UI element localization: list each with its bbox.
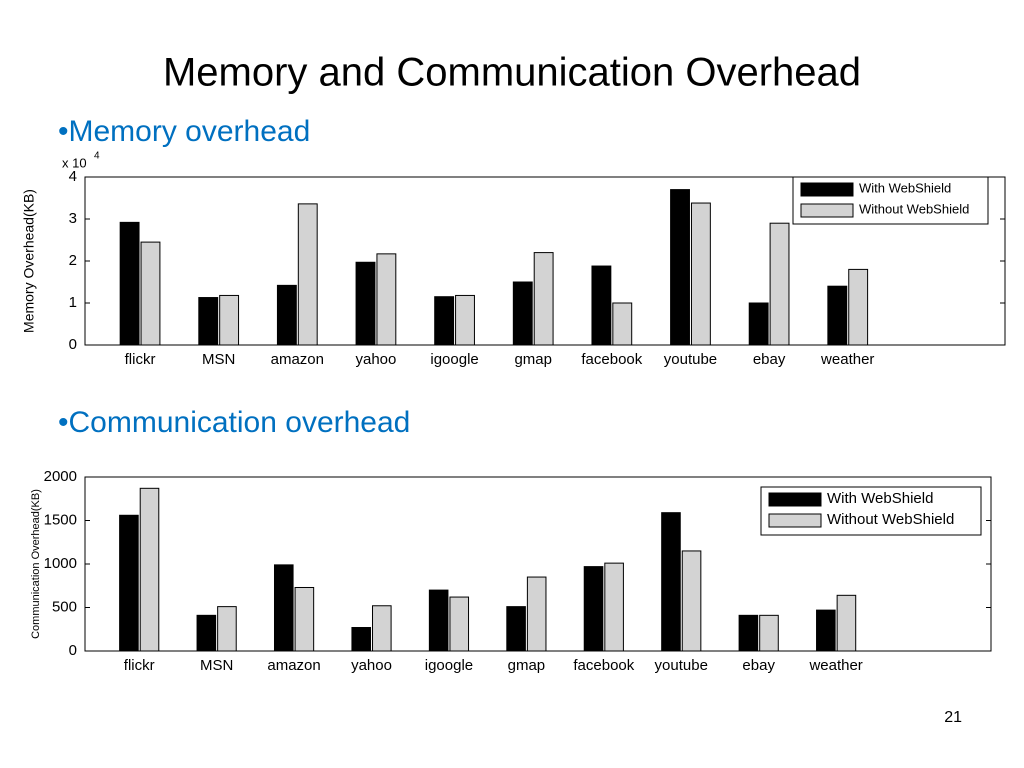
bar — [738, 614, 759, 652]
page-number: 21 — [944, 709, 962, 726]
bar — [449, 596, 470, 652]
y-tick-label: 1 — [69, 294, 77, 311]
legend-swatch — [768, 513, 822, 528]
legend-label: With WebShield — [827, 490, 933, 507]
bar — [297, 203, 318, 346]
bar — [848, 268, 869, 346]
bar — [661, 512, 681, 652]
x-tick-label: igoogle — [425, 657, 473, 674]
bar — [612, 302, 633, 346]
x-tick-label: ebay — [742, 657, 775, 674]
bar — [816, 609, 836, 652]
bar — [836, 594, 857, 652]
bar — [351, 627, 372, 652]
bar — [681, 550, 702, 652]
bar — [769, 222, 790, 346]
bar — [196, 614, 217, 652]
bar — [119, 514, 139, 652]
bar — [139, 487, 160, 652]
x-tick-label: flickr — [124, 657, 155, 674]
y-tick-label: 0 — [69, 336, 77, 353]
section-bullet: •Communication overhead — [58, 406, 410, 439]
x-tick-label: MSN — [202, 351, 235, 368]
y-axis-label: Memory Overhead(KB) — [21, 189, 37, 333]
y-tick-label: 4 — [69, 168, 77, 185]
section-bullet: •Memory overhead — [58, 115, 310, 148]
x-tick-label: weather — [820, 351, 874, 368]
x-tick-label: amazon — [267, 657, 320, 674]
bar — [140, 241, 161, 346]
x-tick-label: youtube — [655, 657, 708, 674]
x-tick-label: yahoo — [356, 351, 397, 368]
legend-swatch — [800, 203, 854, 218]
legend-swatch — [768, 492, 822, 507]
y-tick-label: 2 — [69, 252, 77, 269]
y-multiplier-exponent: 4 — [94, 151, 100, 162]
bar — [748, 302, 769, 346]
bar — [372, 605, 392, 652]
y-tick-label: 3 — [69, 210, 77, 227]
bar — [273, 564, 294, 652]
bar — [512, 281, 533, 346]
bar — [604, 562, 624, 652]
bar — [355, 261, 376, 346]
bar — [276, 284, 297, 346]
bar — [294, 586, 315, 652]
bar — [670, 189, 690, 346]
bar — [526, 576, 547, 652]
y-tick-label: 2000 — [44, 468, 77, 485]
y-tick-label: 500 — [52, 598, 77, 615]
legend-label: Without WebShield — [859, 201, 969, 216]
y-tick-label: 1000 — [44, 555, 77, 572]
y-multiplier: x 10 — [62, 155, 87, 170]
x-tick-label: gmap — [508, 657, 546, 674]
y-tick-label: 1500 — [44, 511, 77, 528]
bar — [533, 252, 554, 346]
bar — [217, 606, 237, 652]
slide-title: Memory and Communication Overhead — [163, 51, 861, 95]
x-tick-label: amazon — [271, 351, 324, 368]
x-tick-label: weather — [808, 657, 862, 674]
x-tick-label: youtube — [664, 351, 717, 368]
bar — [455, 294, 475, 346]
y-tick-label: 0 — [69, 642, 77, 659]
bar — [827, 285, 848, 346]
bar — [219, 294, 240, 346]
bar — [583, 566, 604, 652]
x-tick-label: igoogle — [430, 351, 478, 368]
bar — [434, 296, 455, 346]
legend-swatch — [800, 182, 854, 197]
x-tick-label: facebook — [573, 657, 634, 674]
x-tick-label: gmap — [514, 351, 552, 368]
x-tick-label: yahoo — [351, 657, 392, 674]
x-tick-label: ebay — [753, 351, 786, 368]
bar — [428, 589, 449, 652]
x-tick-label: facebook — [581, 351, 642, 368]
bar — [119, 221, 140, 346]
legend-label: Without WebShield — [827, 511, 954, 528]
bar — [506, 606, 526, 652]
legend-label: With WebShield — [859, 180, 951, 195]
x-tick-label: MSN — [200, 657, 233, 674]
y-axis-label: Communication Overhead(KB) — [30, 489, 42, 639]
bar — [759, 614, 779, 652]
bar — [690, 202, 711, 346]
bar — [376, 253, 397, 346]
bar — [198, 297, 219, 346]
x-tick-label: flickr — [125, 351, 156, 368]
bar — [591, 265, 612, 346]
